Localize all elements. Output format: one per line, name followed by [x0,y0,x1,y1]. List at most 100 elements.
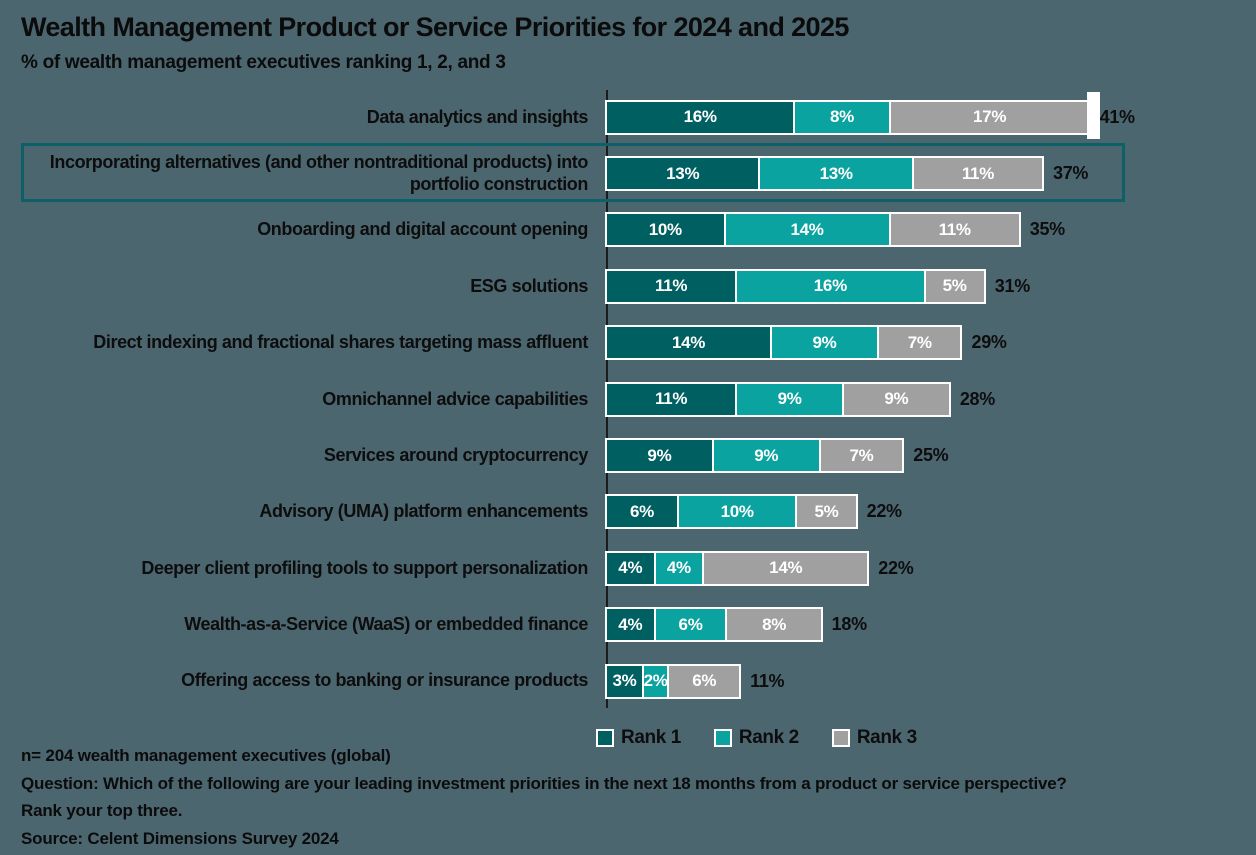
category-label: Incorporating alternatives (and other no… [49,152,589,194]
segment-value: 13% [819,163,853,183]
segment-value: 10% [648,219,682,239]
footnotes: n= 204 wealth management executives (glo… [21,742,1241,852]
bar-segment-rank-3: 7% [818,438,905,474]
bar-row: Advisory (UMA) platform enhancements 6% 10… [0,484,1256,540]
segment-value: 9% [777,389,802,409]
bar-row: Deeper client profiling tools to support… [0,540,1256,596]
segment-value: 6% [629,501,654,521]
total-label: 41% [1099,106,1135,127]
segment-value: 3% [612,671,637,691]
bar-segment-rank-2: 13% [758,156,914,192]
legend-item: Rank 2 [713,727,799,749]
bar-segment-rank-2: 9% [770,325,879,361]
total-label: 28% [959,388,995,409]
legend-swatch-icon [831,729,850,747]
bar-segment-rank-3: 5% [923,268,986,304]
total-label: 31% [994,275,1030,296]
stacked-bar: 10% 14% 11% 35% [605,212,1065,248]
segment-value: 9% [884,389,909,409]
legend-label: Rank 1 [621,727,681,748]
stacked-bar: 9% 9% 7% 25% [605,438,949,474]
segment-value: 8% [829,107,854,127]
footnote-instruction: Rank your top three. [21,801,183,820]
segment-value: 7% [849,445,874,465]
segment-value: 14% [790,219,824,239]
category-label: Onboarding and digital account opening [257,219,588,240]
category-label: ESG solutions [470,275,588,296]
segment-value: 16% [813,276,847,296]
category-label: Data analytics and insights [366,106,589,127]
segment-value: 10% [720,501,754,521]
bar-segment-rank-3: 9% [841,381,951,417]
total-label: 18% [831,614,867,635]
bar-row: Onboarding and digital account opening 10… [0,202,1256,258]
stacked-bar: 11% 9% 9% 28% [605,381,995,417]
bar-segment-rank-3: 7% [876,325,963,361]
bar-segment-rank-1: 3% [605,663,644,699]
segment-value: 9% [647,445,672,465]
bar-segment-rank-2: 6% [653,607,728,643]
segment-value: 5% [942,276,967,296]
total-label: 25% [913,445,949,466]
footnote-sample: n= 204 wealth management executives (glo… [21,746,391,765]
legend-swatch-icon [596,729,614,747]
stacked-bar: 13% 13% 11% 37% [605,156,1089,192]
stacked-bar: 11% 16% 5% 31% [605,268,1030,304]
segment-value: 6% [692,671,717,691]
legend: Rank 1 Rank 2 Rank 3 [596,727,917,749]
legend-label: Rank 3 [856,727,917,748]
stacked-bar: 4% 6% 8% 18% [605,607,867,643]
stacked-bar: 4% 4% 14% 22% [605,550,914,586]
stacked-bar: 14% 9% 7% 29% [605,325,1007,361]
bar-segment-rank-1: 9% [605,438,714,474]
legend-item: Rank 3 [831,727,917,749]
segment-value: 13% [666,163,700,183]
category-label: Offering access to banking or insurance … [181,670,588,691]
segment-value: 17% [973,107,1007,127]
chart-subtitle: % of wealth management executives rankin… [21,52,506,73]
total-label: 22% [878,557,914,578]
segment-value: 14% [769,558,803,578]
bar-row: ESG solutions 11% 16% 5% 31% [0,258,1256,314]
bar-segment-rank-2: 2% [641,663,670,699]
segment-value: 11% [961,163,995,183]
segment-value: 6% [678,614,703,634]
bar-segment-rank-1: 4% [605,550,656,586]
segment-value: 9% [754,445,779,465]
segment-value: 5% [814,501,839,521]
total-label: 29% [971,332,1007,353]
bar-segment-rank-3: 11% [911,156,1045,192]
category-label: Advisory (UMA) platform enhancements [259,501,588,522]
bar-segment-rank-1: 11% [605,268,738,304]
legend-label: Rank 2 [738,727,799,748]
bar-segment-rank-3: 17% [888,99,1091,135]
total-label: 35% [1029,219,1065,240]
segment-value: 9% [812,332,837,352]
total-label: 11% [750,670,785,691]
legend-swatch-icon [713,729,732,747]
bar-segment-rank-1: 4% [605,607,656,643]
bar-segment-rank-1: 14% [605,325,773,361]
stacked-bar: 16% 8% 17% 41% [605,99,1135,135]
segment-value: 4% [618,614,643,634]
segment-value: 8% [762,614,787,634]
category-label: Services around cryptocurrency [323,444,589,465]
stacked-bar: 6% 10% 5% 22% [605,494,902,530]
legend-item: Rank 1 [596,727,681,749]
bar-row: Direct indexing and fractional shares ta… [0,315,1256,371]
total-label: 37% [1053,163,1089,184]
segment-value: 4% [666,558,691,578]
segment-value: 11% [654,389,688,409]
category-label: Wealth-as-a-Service (WaaS) or embedded f… [184,614,588,635]
bar-segment-rank-3: 8% [725,607,823,643]
bar-segment-rank-2: 9% [735,381,844,417]
footnote-source: Source: Celent Dimensions Survey 2024 [21,828,339,848]
bar-row: Data analytics and insights 16% 8% 17% 41% [0,89,1256,145]
bar-row: Omnichannel advice capabilities 11% 9% 9% 28… [0,371,1256,427]
bar-row: Incorporating alternatives (and other no… [0,145,1256,201]
bar-segment-rank-2: 10% [676,494,798,530]
footnote-question: Question: Which of the following are you… [21,773,1067,793]
segment-value: 16% [683,107,717,127]
bar-segment-rank-3: 14% [702,550,870,586]
